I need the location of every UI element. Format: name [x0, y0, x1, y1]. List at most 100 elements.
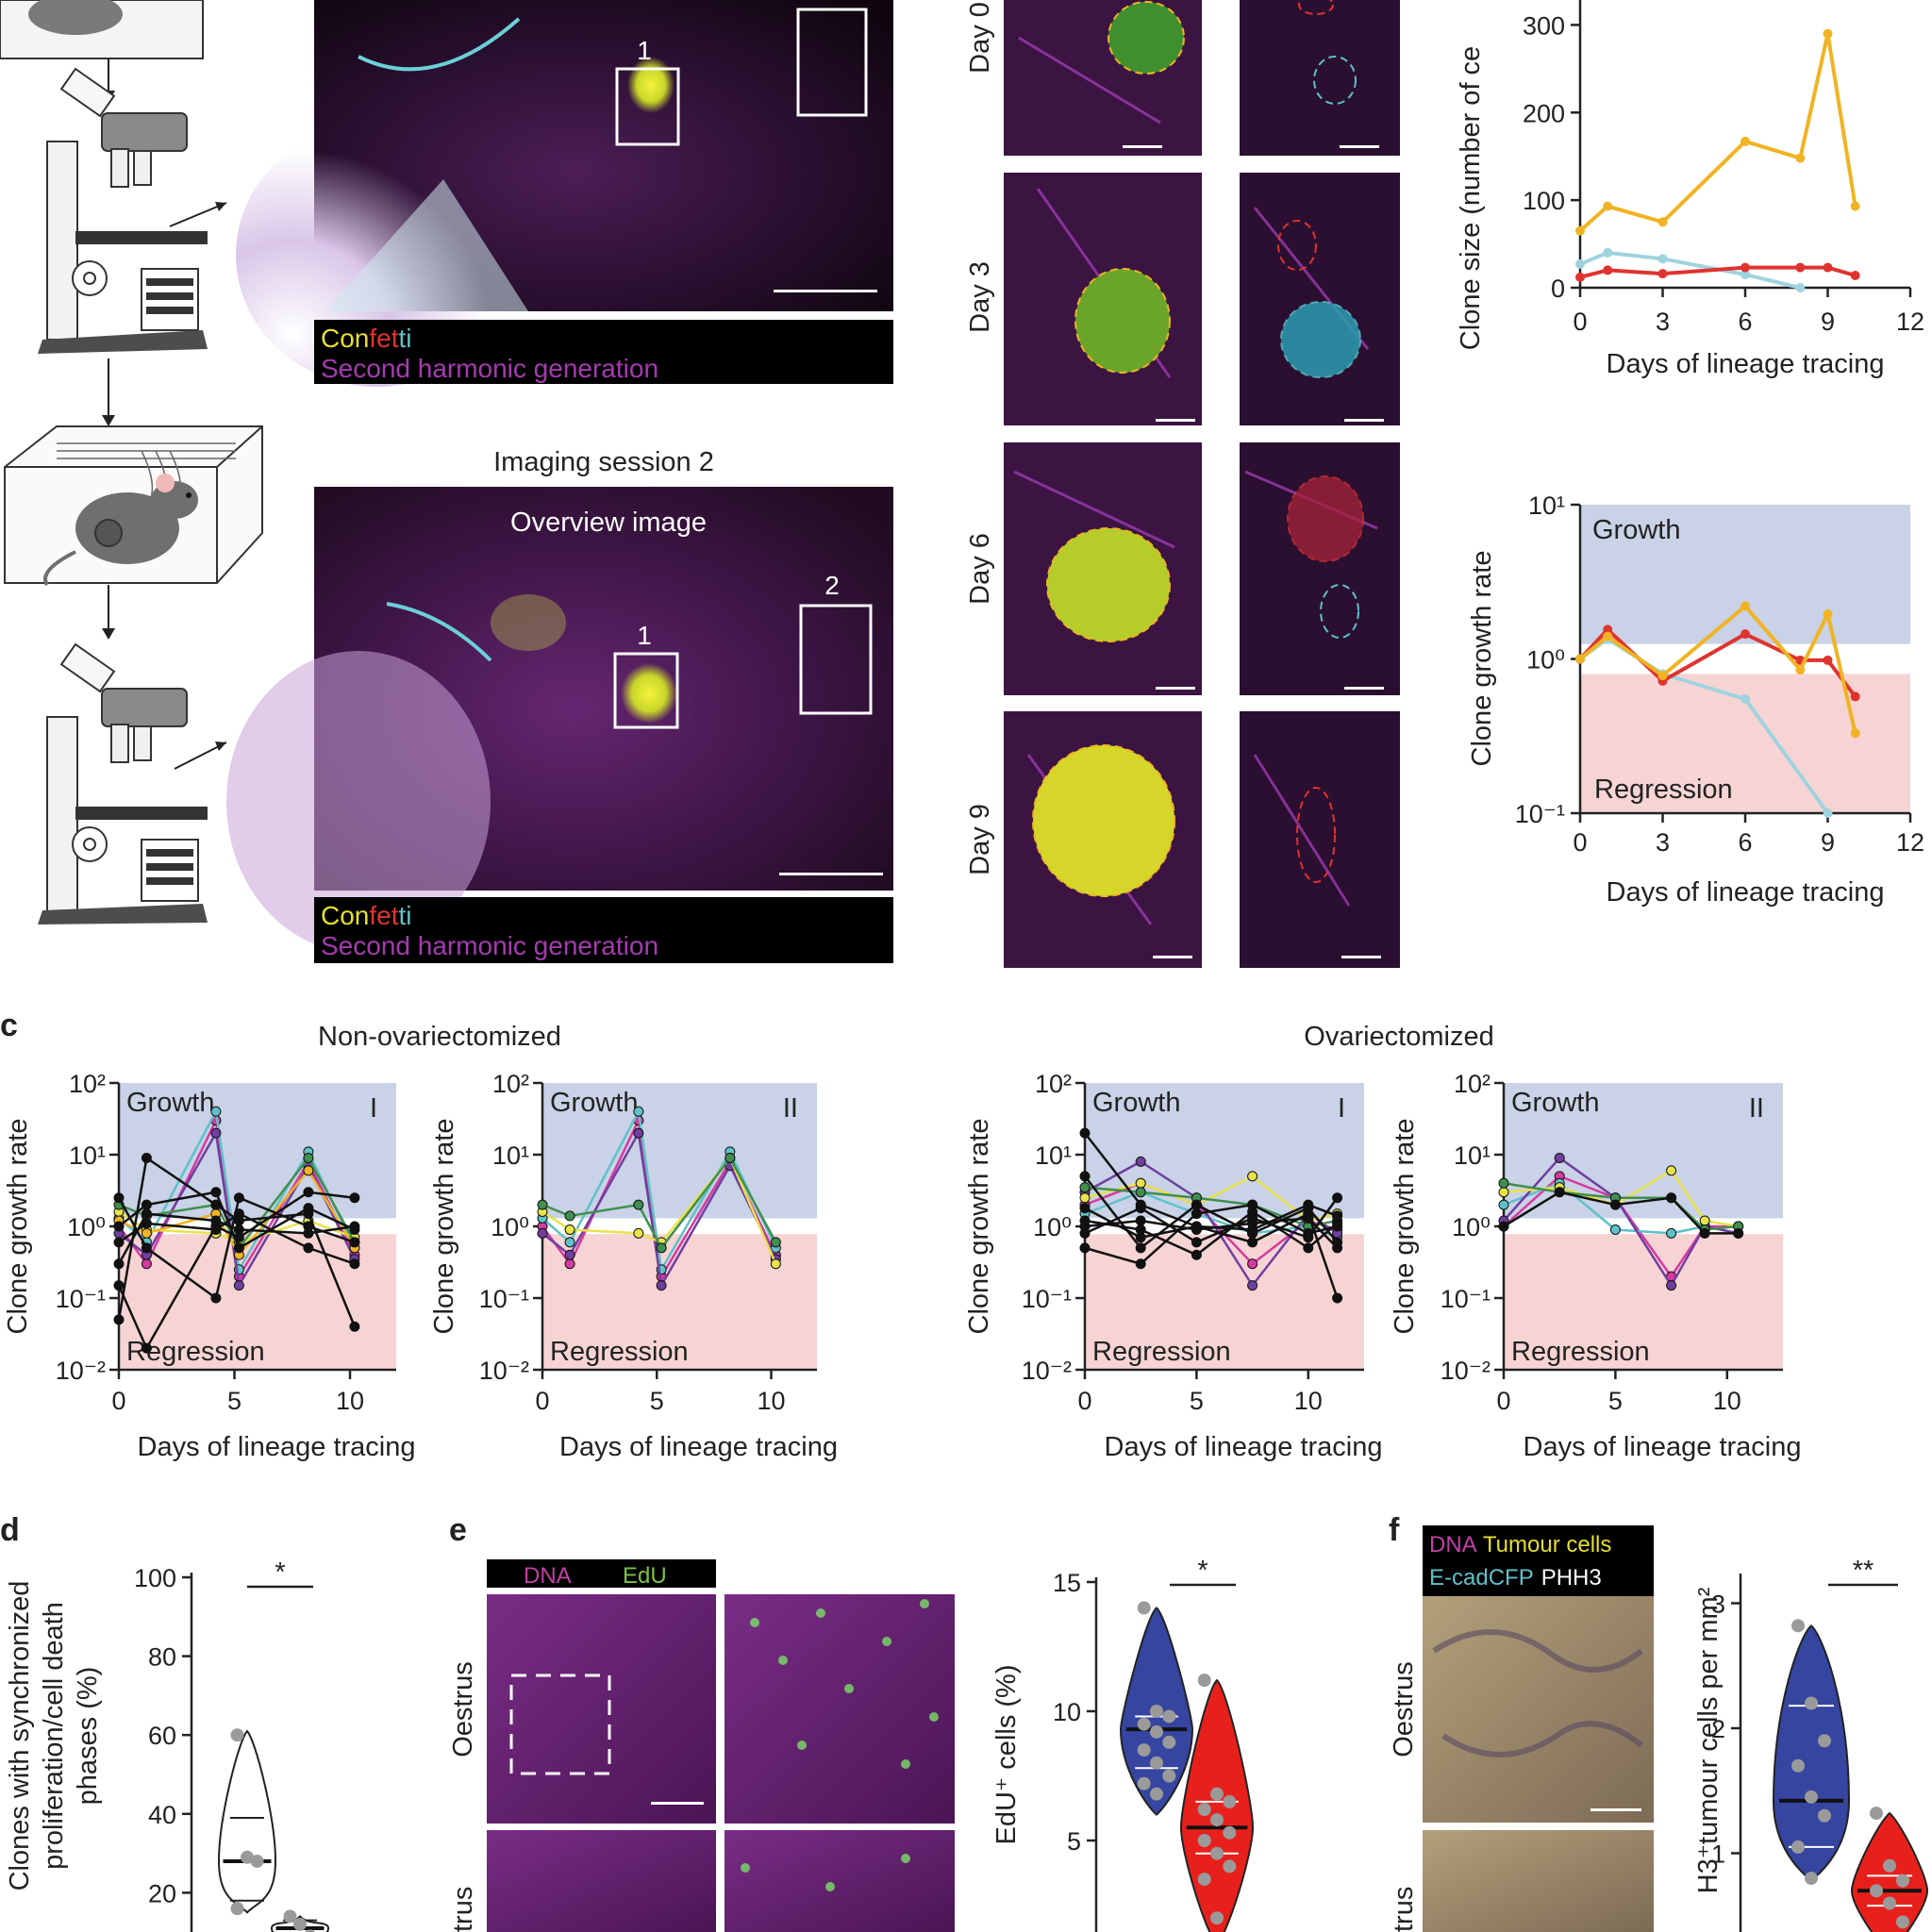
series-line — [1084, 1197, 1339, 1244]
data-point — [1823, 28, 1833, 39]
panel-a: 1 Confetti Second harmonic generation Im… — [0, 0, 893, 963]
data-point — [1162, 1709, 1176, 1724]
regression-label: Regression — [1092, 1337, 1231, 1367]
panel-f-legend-tumour: Tumour cells — [1483, 1532, 1611, 1557]
x-tick-label: 3 — [1656, 308, 1670, 336]
data-point — [1795, 283, 1806, 292]
data-point — [1896, 1874, 1909, 1888]
data-point — [1137, 1717, 1151, 1731]
series-line — [1503, 1156, 1739, 1289]
y-tick-label: 10² — [492, 1070, 529, 1098]
data-point — [1191, 1237, 1202, 1248]
data-point — [141, 1218, 152, 1229]
data-point — [113, 1237, 125, 1248]
panel-e-legend-bar — [487, 1559, 716, 1588]
data-point — [1805, 1696, 1818, 1710]
data-point — [1079, 1192, 1091, 1204]
overview-image-label: Overview image — [510, 508, 707, 538]
y-tick-label: 10⁰ — [1452, 1213, 1491, 1241]
panel-f-legend-ecad: E-cadCFP — [1429, 1565, 1534, 1591]
data-point — [349, 1192, 360, 1204]
data-point — [1498, 1187, 1509, 1198]
data-point — [564, 1224, 575, 1235]
y-axis-label: Clone growth rate — [3, 1119, 33, 1335]
y-tick-label: 10⁻² — [1441, 1357, 1491, 1385]
data-point — [1135, 1224, 1146, 1235]
flow-arrow-head — [215, 741, 226, 751]
series-line — [1084, 1175, 1339, 1250]
clone-box-2 — [799, 604, 873, 715]
microscope-illustration — [38, 67, 208, 354]
y-tick-label: 10 — [1053, 1698, 1081, 1726]
violin-body — [217, 1729, 277, 1914]
series-line — [541, 1129, 777, 1290]
chart-clone-growth-rate: Growth Regression 10¹ 10⁰ 10⁻¹ 0 3 6 9 12 Days of … — [1467, 491, 1924, 908]
data-point — [113, 1221, 125, 1232]
data-point — [141, 1152, 152, 1163]
panel-e-row-label-oestrus: Oestrus — [448, 1661, 478, 1757]
data-point — [1303, 1232, 1314, 1243]
y-tick-label: 10¹ — [1035, 1141, 1072, 1170]
y-tick-label: 10¹ — [69, 1141, 106, 1170]
data-point — [633, 1199, 644, 1210]
y-tick-label: 10⁻¹ — [56, 1285, 106, 1313]
x-tick-label: 0 — [1573, 828, 1587, 857]
series-line — [1579, 265, 1857, 279]
data-point — [1609, 1224, 1621, 1235]
data-point — [113, 1314, 125, 1325]
x-tick-label: 5 — [1608, 1387, 1623, 1415]
data-point — [293, 1917, 307, 1931]
data-point — [141, 1227, 152, 1239]
data-point — [1498, 1221, 1509, 1232]
chart-clone-growth-c4: Growth Regression II 10² 10¹ 10⁰ 10⁻¹ 10⁻²0 5 10 D… — [1390, 1070, 1802, 1462]
data-point — [1332, 1292, 1343, 1304]
data-point — [141, 1208, 152, 1220]
growth-region — [1504, 1083, 1783, 1219]
growth-label: Growth — [550, 1088, 638, 1118]
data-point — [633, 1127, 644, 1139]
panel-letter-d: d — [0, 1512, 20, 1548]
data-point — [1733, 1227, 1744, 1239]
data-point — [1210, 1911, 1224, 1925]
flow-arrow-head — [102, 415, 115, 426]
data-point — [1162, 1735, 1176, 1749]
series-line — [1578, 33, 1857, 233]
data-point — [1795, 262, 1806, 273]
data-point — [210, 1187, 222, 1198]
x-tick-label: 0 — [1573, 308, 1587, 336]
data-point — [1191, 1221, 1202, 1232]
legend-confetti-red: fet — [369, 901, 398, 930]
y-tick-label: 80 — [148, 1643, 176, 1672]
panel-c-title-left: Non-ovariectomized — [318, 1022, 561, 1052]
zoom-region-box — [509, 1674, 611, 1775]
phh3-image-oestrus — [1423, 1596, 1654, 1823]
series-line — [541, 1108, 777, 1274]
data-point — [1666, 1165, 1677, 1176]
data-point — [1150, 1756, 1163, 1770]
data-point — [1223, 1825, 1237, 1840]
legend-confetti-cyan: ti — [399, 901, 412, 930]
flow-arrow — [169, 202, 227, 227]
y-tick-label: 40 — [148, 1801, 176, 1829]
overview-image-session-2 — [226, 487, 893, 953]
data-point — [233, 1192, 244, 1204]
panel-e-ylabel: EdU⁺ cells (%) — [991, 1665, 1022, 1845]
x-tick-label: 6 — [1738, 828, 1752, 857]
data-point — [656, 1280, 667, 1291]
data-point — [1791, 1619, 1805, 1633]
data-point — [1303, 1242, 1314, 1254]
x-tick-label: 10 — [1294, 1387, 1323, 1415]
x-tick-label: 5 — [650, 1387, 664, 1415]
y-tick-label: 10⁻¹ — [1515, 800, 1565, 828]
data-point — [1332, 1237, 1343, 1248]
data-point — [770, 1258, 781, 1270]
chart-violin-e: 5 10 15 * — [1053, 1556, 1255, 1932]
data-point — [1135, 1203, 1146, 1214]
data-point — [724, 1152, 736, 1163]
session-2-title: Imaging session 2 — [493, 447, 714, 477]
series-line — [117, 1191, 356, 1351]
panel-b-image-grid: Day 0 Day 3 Day 6 Day 9 — [965, 0, 1400, 968]
data-point — [349, 1258, 360, 1270]
